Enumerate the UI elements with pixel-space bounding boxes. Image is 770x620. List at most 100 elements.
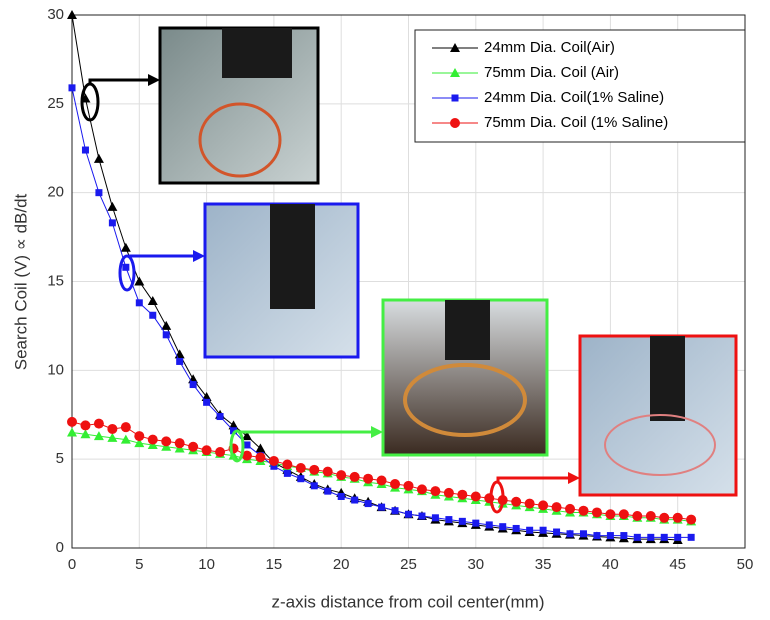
marker: [659, 512, 670, 523]
marker: [80, 429, 91, 439]
y-tick-label: 15: [47, 272, 64, 289]
marker: [538, 500, 549, 511]
callout-arrow: [88, 78, 150, 84]
marker: [81, 146, 89, 154]
marker: [672, 512, 683, 523]
arrow-head: [193, 250, 205, 262]
photo-probe: [270, 204, 315, 309]
marker: [591, 507, 602, 518]
marker: [122, 263, 130, 271]
y-tick-label: 5: [56, 450, 64, 467]
marker: [215, 447, 226, 458]
x-tick-label: 15: [266, 556, 283, 573]
marker: [174, 438, 185, 449]
marker: [458, 517, 466, 525]
x-tick-label: 5: [135, 556, 143, 573]
marker: [176, 357, 184, 365]
marker: [135, 299, 143, 307]
marker: [93, 153, 104, 163]
photo-probe: [650, 336, 685, 421]
marker: [255, 443, 266, 453]
marker: [499, 523, 507, 531]
marker: [418, 512, 426, 520]
marker: [95, 189, 103, 197]
marker: [255, 452, 266, 463]
marker: [268, 455, 279, 466]
photo-coil: [604, 414, 716, 476]
marker: [403, 480, 414, 491]
marker: [120, 434, 131, 444]
marker: [337, 492, 345, 500]
marker: [445, 516, 453, 524]
marker: [485, 521, 493, 529]
marker: [282, 459, 293, 470]
marker: [618, 509, 629, 520]
marker: [216, 413, 224, 421]
marker: [364, 500, 372, 508]
arrow-head: [148, 74, 160, 86]
x-tick-label: 20: [333, 556, 350, 573]
marker: [363, 473, 374, 484]
x-tick-label: 50: [737, 556, 754, 573]
marker: [539, 526, 547, 534]
marker: [512, 524, 520, 532]
photo-probe: [445, 300, 490, 360]
marker: [310, 482, 318, 490]
arrow-head: [371, 426, 383, 438]
legend-label: 75mm Dia. Coil (Air): [484, 64, 619, 81]
marker: [67, 416, 77, 427]
marker: [551, 502, 562, 513]
marker: [578, 505, 589, 516]
photo-coil: [403, 363, 527, 437]
marker: [620, 532, 628, 540]
y-tick-label: 0: [56, 539, 64, 556]
arrow-head: [568, 472, 580, 484]
y-tick-label: 20: [47, 184, 64, 201]
x-axis-label: z-axis distance from coil center(mm): [271, 592, 544, 611]
marker: [526, 526, 534, 534]
marker: [201, 445, 212, 456]
marker: [450, 118, 460, 128]
marker: [349, 471, 360, 482]
marker: [376, 475, 387, 486]
marker: [579, 530, 587, 538]
marker: [450, 68, 460, 77]
marker: [120, 242, 131, 252]
legend-label: 24mm Dia. Coil(1% Saline): [484, 89, 664, 106]
marker: [674, 533, 682, 541]
marker: [107, 201, 118, 211]
marker: [430, 486, 441, 497]
marker: [80, 420, 91, 431]
x-tick-label: 0: [68, 556, 76, 573]
marker: [645, 511, 656, 522]
marker: [188, 441, 199, 452]
marker: [134, 438, 145, 448]
marker: [605, 509, 616, 520]
marker: [189, 381, 197, 389]
marker: [295, 463, 306, 474]
marker: [241, 450, 252, 461]
marker: [390, 479, 401, 490]
marker: [230, 427, 238, 435]
marker: [93, 418, 104, 429]
legend-label: 75mm Dia. Coil (1% Saline): [484, 114, 668, 131]
marker: [203, 398, 211, 406]
marker: [565, 503, 576, 514]
marker: [593, 532, 601, 540]
insets: [158, 26, 738, 497]
x-tick-label: 35: [535, 556, 552, 573]
marker: [107, 423, 118, 434]
x-tick-label: 10: [198, 556, 215, 573]
marker: [161, 320, 172, 330]
marker: [134, 276, 145, 286]
marker: [431, 514, 439, 522]
marker: [687, 533, 695, 541]
y-tick-label: 30: [47, 6, 64, 23]
marker: [322, 466, 333, 477]
marker: [134, 431, 145, 442]
marker: [647, 533, 655, 541]
marker: [67, 427, 77, 437]
marker: [68, 84, 76, 92]
marker: [378, 503, 386, 511]
marker: [511, 496, 522, 507]
